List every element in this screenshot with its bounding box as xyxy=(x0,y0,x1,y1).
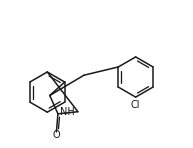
Text: O: O xyxy=(52,130,60,140)
Text: Cl: Cl xyxy=(131,100,141,110)
Text: NH: NH xyxy=(59,107,74,117)
